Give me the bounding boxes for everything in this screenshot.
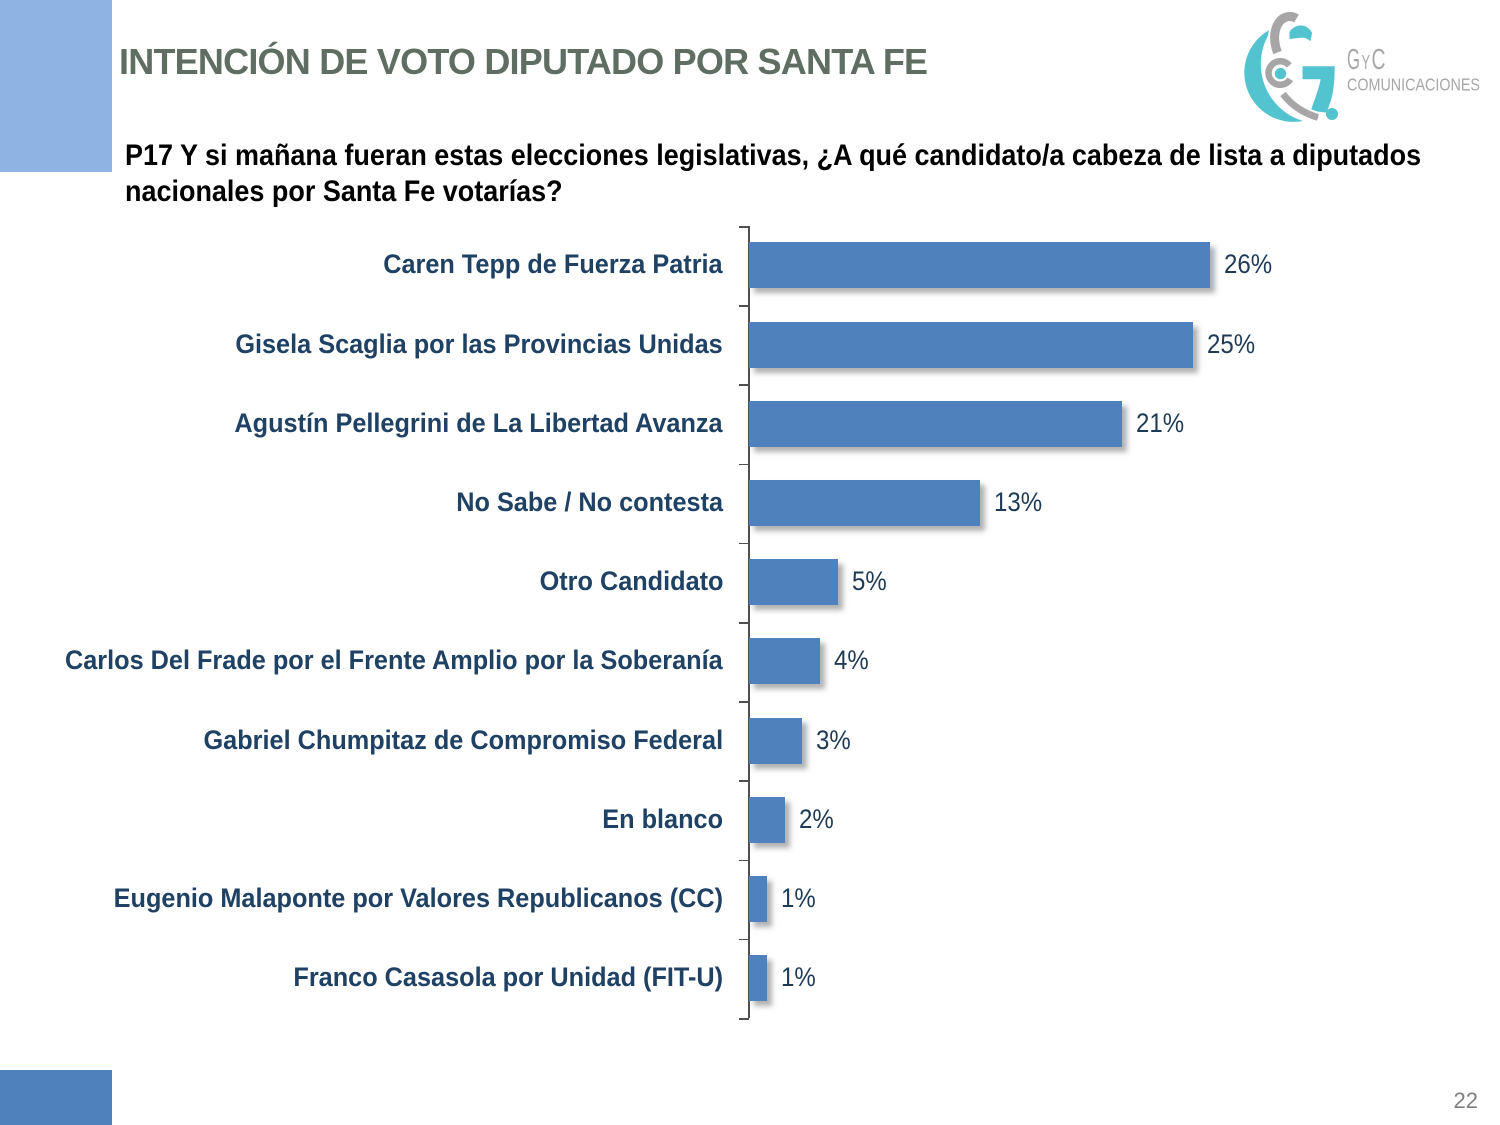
svg-text:COMUNICACIONES: COMUNICACIONES [1347,75,1480,95]
svg-text:C: C [1372,44,1386,76]
svg-text:Y: Y [1362,52,1371,74]
svg-text:G: G [1347,44,1360,76]
